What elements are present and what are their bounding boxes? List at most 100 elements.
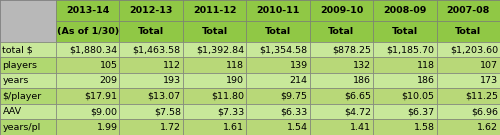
Bar: [56, 57, 120, 73]
Text: $11.25: $11.25: [465, 92, 498, 101]
Bar: [0, 42, 56, 57]
Bar: [0, 73, 56, 88]
Text: 1.54: 1.54: [286, 123, 308, 132]
Bar: [0, 0, 56, 42]
Text: $9.75: $9.75: [280, 92, 307, 101]
Text: 1.58: 1.58: [414, 123, 434, 132]
Bar: [436, 104, 500, 119]
Bar: [310, 88, 373, 104]
Text: 173: 173: [480, 76, 498, 85]
Bar: [120, 0, 183, 21]
Bar: [436, 73, 500, 88]
Text: Total: Total: [455, 27, 481, 36]
Text: AAV: AAV: [2, 107, 22, 116]
Text: 1.99: 1.99: [96, 123, 117, 132]
Text: $1,354.58: $1,354.58: [260, 45, 308, 54]
Bar: [120, 42, 183, 57]
Bar: [246, 42, 310, 57]
Text: 186: 186: [353, 76, 371, 85]
Bar: [0, 104, 56, 119]
Bar: [183, 57, 246, 73]
Bar: [246, 119, 310, 135]
Text: $1,203.60: $1,203.60: [450, 45, 498, 54]
Text: 1.61: 1.61: [224, 123, 244, 132]
Bar: [373, 119, 436, 135]
Text: $4.72: $4.72: [344, 107, 371, 116]
Text: years/pl: years/pl: [2, 123, 41, 132]
Text: years: years: [2, 76, 29, 85]
Text: Total: Total: [138, 27, 164, 36]
Text: $878.25: $878.25: [332, 45, 371, 54]
Bar: [436, 21, 500, 42]
Text: 186: 186: [416, 76, 434, 85]
Text: $6.96: $6.96: [471, 107, 498, 116]
Bar: [246, 73, 310, 88]
Bar: [0, 57, 56, 73]
Bar: [183, 104, 246, 119]
Bar: [183, 88, 246, 104]
Bar: [183, 0, 246, 21]
Text: $1,463.58: $1,463.58: [132, 45, 181, 54]
Text: 1.72: 1.72: [160, 123, 181, 132]
Bar: [56, 42, 120, 57]
Bar: [436, 42, 500, 57]
Bar: [183, 73, 246, 88]
Text: 2009-10: 2009-10: [320, 6, 363, 15]
Bar: [246, 0, 310, 21]
Bar: [56, 21, 120, 42]
Bar: [373, 42, 436, 57]
Bar: [373, 57, 436, 73]
Bar: [246, 21, 310, 42]
Bar: [246, 57, 310, 73]
Text: 118: 118: [226, 61, 244, 70]
Bar: [373, 21, 436, 42]
Bar: [373, 0, 436, 21]
Bar: [436, 57, 500, 73]
Text: 2008-09: 2008-09: [383, 6, 426, 15]
Bar: [436, 88, 500, 104]
Text: $17.91: $17.91: [84, 92, 117, 101]
Bar: [0, 119, 56, 135]
Text: 2012-13: 2012-13: [130, 6, 173, 15]
Text: Total: Total: [265, 27, 291, 36]
Bar: [183, 42, 246, 57]
Bar: [246, 88, 310, 104]
Bar: [56, 88, 120, 104]
Bar: [373, 104, 436, 119]
Text: Total: Total: [202, 27, 228, 36]
Text: 139: 139: [290, 61, 308, 70]
Bar: [310, 73, 373, 88]
Bar: [373, 73, 436, 88]
Text: $/player: $/player: [2, 92, 42, 101]
Bar: [373, 88, 436, 104]
Text: 112: 112: [163, 61, 181, 70]
Text: $13.07: $13.07: [148, 92, 181, 101]
Bar: [56, 119, 120, 135]
Text: 107: 107: [480, 61, 498, 70]
Bar: [310, 42, 373, 57]
Bar: [120, 88, 183, 104]
Bar: [183, 119, 246, 135]
Text: $7.33: $7.33: [217, 107, 244, 116]
Text: total $: total $: [2, 45, 33, 54]
Bar: [310, 104, 373, 119]
Text: $1,880.34: $1,880.34: [70, 45, 117, 54]
Bar: [183, 21, 246, 42]
Text: 1.62: 1.62: [477, 123, 498, 132]
Text: Total: Total: [392, 27, 418, 36]
Bar: [436, 0, 500, 21]
Bar: [310, 0, 373, 21]
Text: 118: 118: [416, 61, 434, 70]
Text: players: players: [2, 61, 37, 70]
Bar: [0, 88, 56, 104]
Text: $6.65: $6.65: [344, 92, 371, 101]
Text: 2010-11: 2010-11: [256, 6, 300, 15]
Text: $7.58: $7.58: [154, 107, 181, 116]
Bar: [120, 57, 183, 73]
Text: $11.80: $11.80: [212, 92, 244, 101]
Text: 193: 193: [162, 76, 181, 85]
Text: 105: 105: [100, 61, 117, 70]
Text: $10.05: $10.05: [402, 92, 434, 101]
Bar: [310, 119, 373, 135]
Text: $6.37: $6.37: [408, 107, 434, 116]
